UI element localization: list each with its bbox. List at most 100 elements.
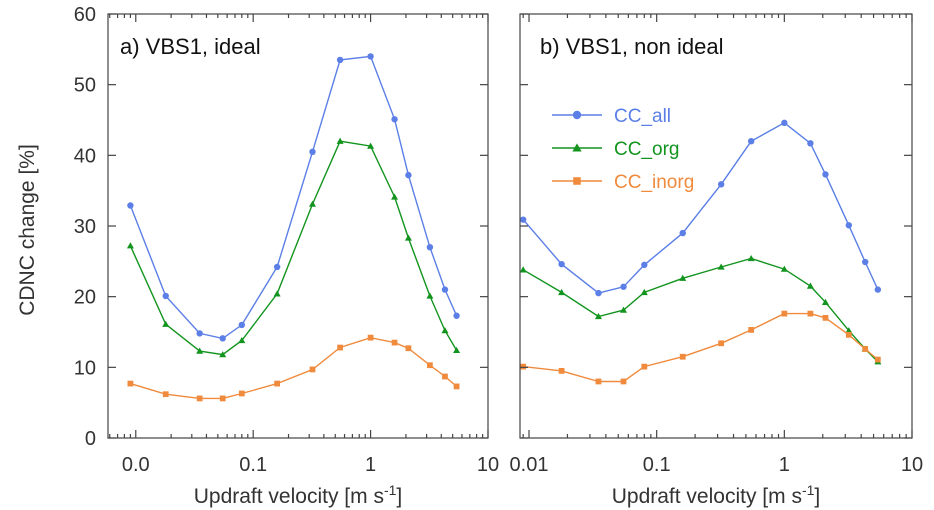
panel-b-point-cc-org bbox=[747, 254, 755, 262]
panel-a-x-axis-title: Updraft velocity [m s-1] bbox=[194, 482, 403, 508]
panel-b-x-axis-title-close: ] bbox=[814, 485, 820, 508]
panel-b-point-cc-inorg bbox=[718, 340, 725, 347]
legend-marker-cc-inorg bbox=[573, 177, 581, 185]
panel-a-point-cc-inorg bbox=[238, 390, 245, 397]
panel-b: b) VBS1, non ideal 0.01 0.1 1 10 Updraft ve… bbox=[510, 13, 923, 508]
panel-a-point-cc-all bbox=[162, 292, 169, 300]
panel-b-point-cc-inorg bbox=[558, 367, 565, 374]
panel-a-series-cc-org bbox=[126, 137, 461, 358]
panel-a-point-cc-all bbox=[391, 116, 398, 123]
panel-b-point-cc-org bbox=[594, 312, 602, 320]
panel-a-point-cc-org bbox=[238, 336, 246, 344]
panel-b-point-cc-all bbox=[620, 283, 627, 290]
panel-b-point-cc-org bbox=[558, 288, 566, 296]
panel-b-x-axis-title: Updraft velocity [m s-1] bbox=[612, 482, 821, 508]
panel-a-point-cc-inorg bbox=[453, 383, 460, 390]
panel-b-xtick-label: 1 bbox=[779, 454, 790, 476]
panel-a-point-cc-org bbox=[336, 137, 344, 144]
panel-a-title: a) VBS1, ideal bbox=[120, 34, 261, 59]
panel-a-ytick-label-40: 40 bbox=[74, 145, 96, 167]
panel-a-x-axis-title-sup: -1 bbox=[384, 482, 397, 498]
panel-b-point-cc-all bbox=[558, 260, 565, 268]
panel-a-ytick-label-10: 10 bbox=[74, 357, 96, 379]
panel-a-ytick-label-30: 30 bbox=[74, 216, 96, 238]
panel-b-point-cc-org bbox=[640, 288, 648, 296]
panel-b-point-cc-org bbox=[717, 263, 725, 270]
panel-b-xtick-label: 0.01 bbox=[510, 454, 549, 476]
panel-b-point-cc-all bbox=[595, 289, 602, 297]
panel-b-point-cc-inorg bbox=[874, 356, 881, 363]
panel-a-point-cc-all bbox=[405, 171, 412, 179]
panel-a-point-cc-all bbox=[453, 312, 460, 319]
panel-a-point-cc-org bbox=[219, 351, 227, 358]
panel-a-point-cc-org bbox=[126, 242, 134, 249]
panel-a-point-cc-org bbox=[308, 200, 317, 207]
panel-b-xtick-label: 10 bbox=[901, 454, 923, 476]
legend-label-cc-all: CC_all bbox=[614, 106, 671, 127]
panel-a-point-cc-all bbox=[219, 335, 226, 342]
panel-b-point-cc-all bbox=[679, 229, 686, 237]
panel-a-point-cc-inorg bbox=[219, 395, 226, 402]
panel-b-point-cc-inorg bbox=[641, 363, 648, 370]
panel-b-point-cc-org bbox=[806, 282, 814, 289]
panel-a-point-cc-org bbox=[367, 142, 375, 149]
panel-a-line-cc-all bbox=[129, 55, 458, 340]
panel-b-point-cc-inorg bbox=[862, 346, 869, 352]
panel-b-yticks bbox=[520, 13, 912, 439]
panel-a-point-cc-all bbox=[309, 148, 316, 155]
panel-a-plot bbox=[126, 53, 461, 402]
panel-b-point-cc-all bbox=[807, 140, 814, 147]
panel-a-frame bbox=[107, 13, 489, 439]
panel-b-point-cc-org bbox=[821, 298, 829, 305]
panel-a-point-cc-inorg bbox=[309, 366, 316, 373]
panel-b-x-axis-title-main: Updraft velocity [m s bbox=[612, 485, 802, 508]
panel-b-series-cc-inorg bbox=[520, 310, 881, 385]
panel-a-xtick-label: 0.0 bbox=[122, 454, 150, 476]
panel-a-line-cc-org bbox=[129, 140, 458, 356]
panel-b-point-cc-inorg bbox=[822, 314, 829, 321]
panel-a-point-cc-inorg bbox=[196, 395, 203, 402]
panel-b-title: b) VBS1, non ideal bbox=[540, 34, 723, 59]
panel-a-point-cc-org bbox=[162, 320, 170, 327]
panel-b-line-cc-org bbox=[522, 257, 879, 363]
panel-b-point-cc-all bbox=[747, 138, 755, 145]
panel-a-ytick-label-60: 60 bbox=[74, 4, 96, 26]
panel-b-point-cc-all bbox=[822, 171, 829, 178]
panel-a-x-axis-title-close: ] bbox=[396, 485, 402, 508]
panel-a-point-cc-inorg bbox=[337, 344, 343, 351]
panel-b-point-cc-all bbox=[717, 181, 725, 188]
panel-b-legend: CC_all CC_org CC_inorg bbox=[552, 106, 694, 193]
panel-b-point-cc-all bbox=[641, 261, 648, 269]
panel-a-ytick-label-0: 0 bbox=[85, 428, 96, 450]
panel-b-point-cc-org bbox=[679, 274, 687, 281]
panel-b-series-cc-org bbox=[519, 254, 882, 365]
panel-a-point-cc-all bbox=[127, 202, 134, 209]
panel-a: a) VBS1, ideal 0 10 20 30 40 50 60 0.0 0.1 1 10 U… bbox=[74, 4, 499, 508]
panel-a-point-cc-all bbox=[273, 263, 281, 271]
panel-b-point-cc-inorg bbox=[520, 363, 527, 370]
legend-entry-cc-org: CC_org bbox=[552, 139, 679, 160]
panel-a-point-cc-all bbox=[238, 321, 246, 329]
panel-b-point-cc-org bbox=[620, 306, 628, 313]
panel-b-plot bbox=[519, 119, 882, 385]
panel-a-point-cc-inorg bbox=[405, 345, 412, 352]
panel-a-xticks: 0.0 0.1 1 10 bbox=[109, 14, 499, 476]
panel-a-point-cc-inorg bbox=[274, 380, 281, 387]
panel-b-point-cc-inorg bbox=[679, 353, 686, 360]
panel-b-xticks: 0.01 0.1 1 10 bbox=[510, 14, 923, 476]
y-axis-title: CDNC change [%] bbox=[16, 144, 39, 316]
panel-a-x-axis-title-main: Updraft velocity [m s bbox=[194, 485, 384, 508]
panel-a-point-cc-inorg bbox=[367, 334, 374, 341]
panel-b-point-cc-org bbox=[845, 327, 853, 334]
panel-b-point-cc-inorg bbox=[748, 327, 755, 333]
legend-label-cc-inorg: CC_inorg bbox=[614, 172, 694, 193]
panel-b-point-cc-inorg bbox=[620, 378, 627, 385]
panel-a-point-cc-inorg bbox=[127, 380, 134, 387]
panel-a-point-cc-org bbox=[441, 327, 449, 334]
panel-a-xtick-label: 10 bbox=[477, 454, 499, 476]
panel-a-ytick-label-50: 50 bbox=[74, 75, 96, 97]
panel-a-point-cc-all bbox=[336, 56, 344, 64]
panel-b-point-cc-all bbox=[845, 222, 853, 229]
panel-b-point-cc-inorg bbox=[807, 310, 814, 317]
panel-b-point-cc-inorg bbox=[845, 331, 852, 338]
